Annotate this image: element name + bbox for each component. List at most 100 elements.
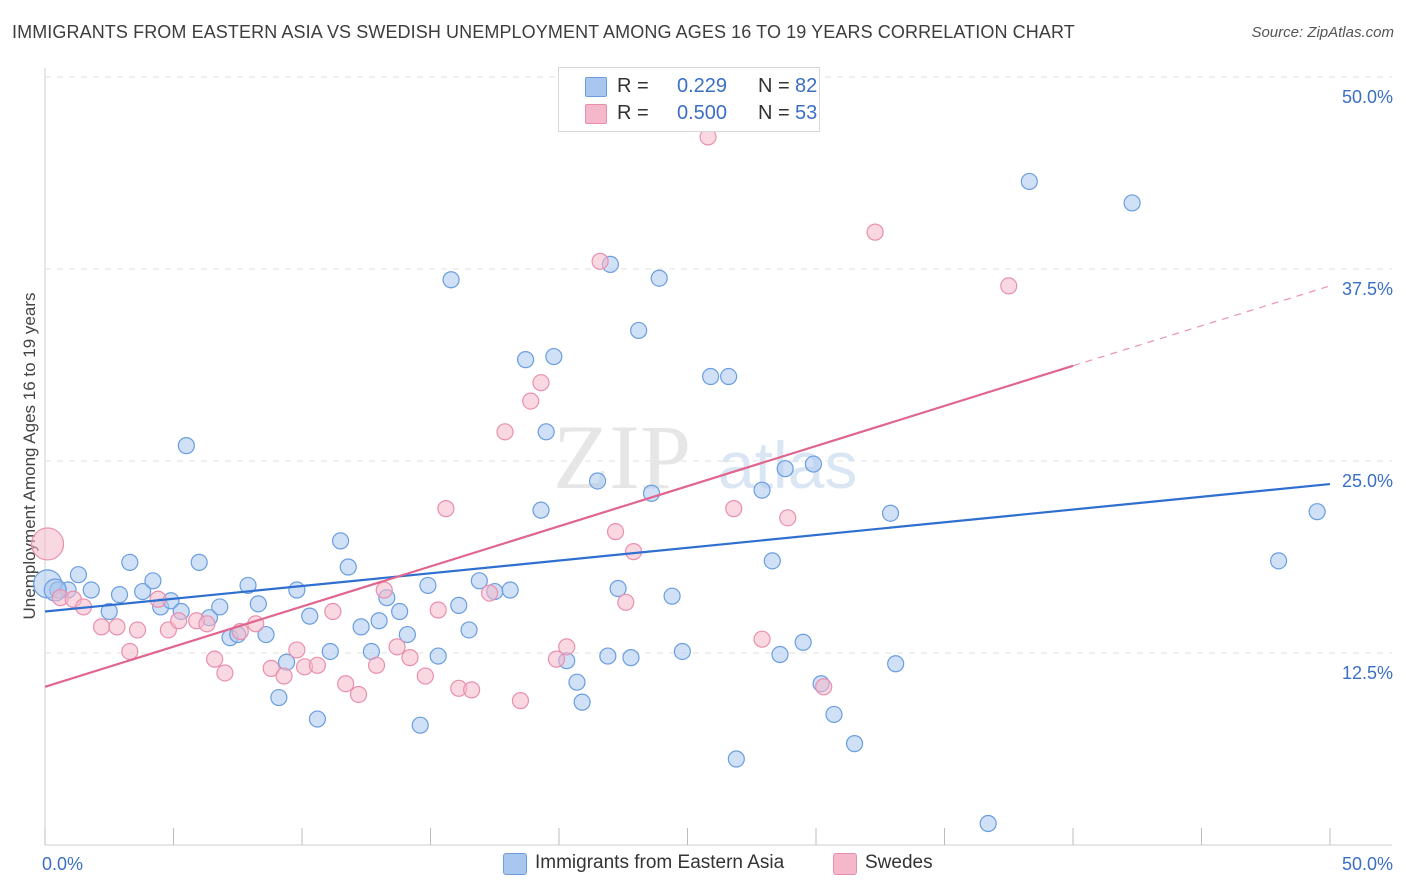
data-point [391,602,409,621]
bottom-legend-swatch-pink [833,853,857,875]
data-point [599,647,617,665]
data-point [1020,172,1038,191]
data-point [450,596,468,614]
y-tick-label: 50.0% [1342,87,1393,107]
data-point [249,595,267,613]
data-point [170,612,188,630]
data-point [429,647,447,665]
data-point [190,553,208,571]
trend-line-swedes [44,364,1074,688]
data-point [177,437,195,455]
data-point [144,572,162,590]
data-point [1308,503,1326,521]
data-point [1269,552,1288,570]
data-point [460,621,478,639]
data-point [262,659,280,677]
data-point [308,656,327,674]
data-point [845,735,864,753]
legend-n-label: N = [758,102,790,124]
data-point [437,500,455,518]
data-point [1000,277,1018,295]
data-point [429,601,447,619]
gridlines [45,76,1392,654]
data-point [866,223,884,241]
chart-title: IMMIGRANTS FROM EASTERN ASIA VS SWEDISH … [12,22,1075,42]
data-point [69,566,88,584]
data-point [331,532,350,550]
data-point [511,692,530,710]
data-point [375,581,393,599]
trend-line-immigrants [44,482,1331,613]
data-point [352,618,370,636]
data-point [663,587,681,605]
data-point [349,685,368,704]
y-tick-label: 12.5% [1342,663,1393,683]
data-point [308,710,327,728]
data-point [516,351,535,369]
data-point [825,705,843,724]
data-point [108,618,126,636]
data-point [1123,194,1141,212]
data-point [339,558,357,576]
data-point [763,552,781,570]
data-point [776,460,794,478]
tick-labels: 12.5% 25.0% 37.5% 50.0% 0.0% 50.0% [42,87,1393,874]
data-point [128,621,147,639]
data-point [370,612,388,630]
legend-n-value: 53 [795,102,818,124]
bottom-legend-label: Immigrants from Eastern Asia [535,852,785,873]
data-point [401,649,419,667]
data-point [702,367,720,386]
data-point [470,572,488,590]
data-point [881,504,900,522]
trend-line-swedes-extension [1072,285,1331,367]
data-point [301,607,319,625]
data-point [134,582,152,601]
data-point [496,423,514,441]
data-point [753,630,771,648]
data-point [815,678,833,696]
legend-r-value: 0.229 [677,75,728,97]
data-point [753,481,771,499]
data-point [771,645,789,664]
data-point [588,472,607,490]
source-label: Source: ZipAtlas.com [1251,24,1394,41]
data-point [630,321,648,340]
legend-r-label: R = [617,75,649,97]
bottom-legend-label: Swedes [865,852,933,873]
data-point [92,618,111,636]
data-point [573,693,591,711]
x-tick-label: 0.0% [42,854,83,874]
data-point [288,581,306,599]
data-point [609,579,627,598]
legend-r-label: R = [617,102,649,124]
data-point [727,750,745,768]
data-point [779,509,797,527]
axes [44,68,1392,846]
watermark-zip: ZIP [553,406,691,508]
data-point [337,675,355,693]
data-point [198,615,216,633]
data-point [30,527,65,561]
x-tick-label: 50.0% [1342,854,1393,874]
data-point [720,367,738,386]
data-point [416,667,434,685]
data-point [419,576,437,595]
data-point [547,650,566,668]
data-point [558,638,576,656]
legend-r-value: 0.500 [677,102,728,124]
data-point [367,656,386,674]
data-point [673,642,691,661]
data-point [622,649,640,667]
legend-n-label: N = [758,75,790,97]
data-point [804,455,823,473]
data-point [591,252,609,270]
data-point [887,655,905,673]
legend-box: R = 0.229 N = 82 R = 0.500 N = 53 [558,67,820,132]
legend-n-value: 82 [795,75,818,97]
data-point [617,593,635,611]
data-point [411,716,429,734]
data-point [442,271,460,289]
data-point [522,392,540,410]
data-point [725,500,743,518]
